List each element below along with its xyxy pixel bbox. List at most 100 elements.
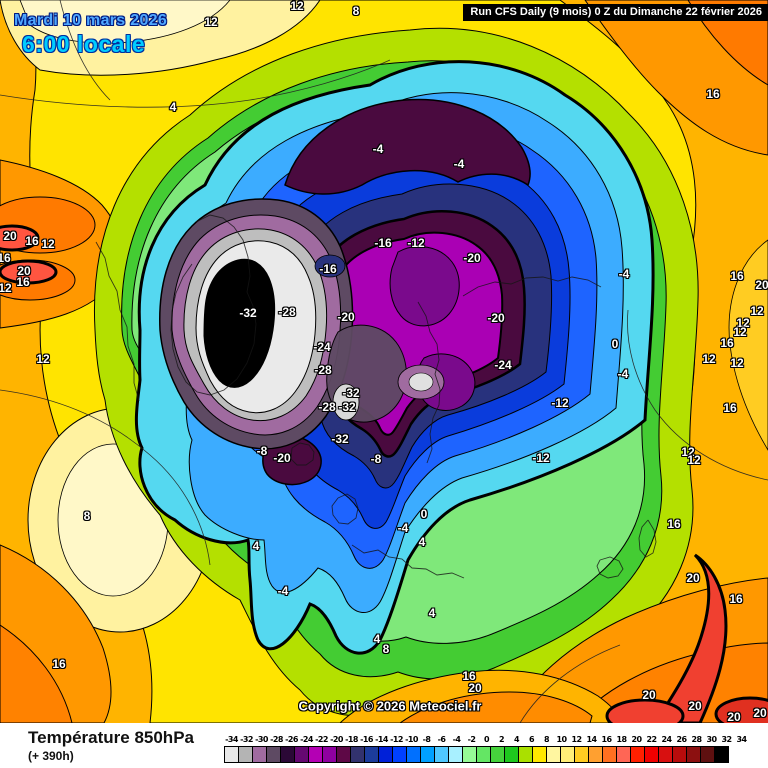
scale-tick: 26: [676, 735, 688, 744]
scale-tick: 22: [646, 735, 658, 744]
scale-tick: -22: [315, 735, 328, 744]
scale-color-box: [224, 746, 239, 763]
temp-label: -4: [277, 584, 289, 598]
scale-tick: -20: [330, 735, 343, 744]
scale-color-box: [378, 746, 393, 763]
scale-tick: -16: [360, 735, 373, 744]
scale-color-box: [420, 746, 435, 763]
scale-tick: -14: [375, 735, 388, 744]
scale-tick: 0: [484, 735, 490, 744]
scale-tick: -12: [390, 735, 403, 744]
scale-tick: 32: [721, 735, 733, 744]
scale-color-box: [448, 746, 463, 763]
temp-label: -20: [463, 251, 481, 265]
temp-label: 12: [733, 325, 747, 339]
scale-tick: -30: [255, 735, 268, 744]
scale-color-box: [714, 746, 729, 763]
scale-color-box: [518, 746, 533, 763]
scale-color-boxes: [224, 746, 765, 763]
temp-label: -32: [342, 386, 360, 400]
map-area: Mardi 10 mars 2026 6:00 locale Run CFS D…: [0, 0, 768, 723]
scale-color-box: [574, 746, 589, 763]
warm-bottom-regions: [0, 544, 768, 723]
temperature-color-scale: -34 -32 -30 -28 -26 -24 -22 -20 -18 -16 -14 -12 -10-…: [224, 735, 765, 763]
temp-label: -4: [397, 521, 409, 535]
scale-tick: -4: [452, 735, 461, 744]
temp-label: -24: [313, 340, 331, 354]
scale-tick: -26: [285, 735, 298, 744]
scale-tick: 6: [529, 735, 535, 744]
temp-label: 12: [730, 356, 744, 370]
scale-tick: 20: [631, 735, 643, 744]
temp-label: 20: [3, 229, 17, 243]
scale-color-box: [560, 746, 575, 763]
scale-color-box: [616, 746, 631, 763]
temp-label: 20: [755, 278, 768, 292]
temp-label: 12: [0, 281, 12, 295]
temp-label: -12: [532, 451, 550, 465]
temp-label: 12: [204, 15, 218, 29]
scale-color-box: [322, 746, 337, 763]
scale-color-box: [504, 746, 519, 763]
temp-label: -28: [318, 400, 336, 414]
scale-color-box: [588, 746, 603, 763]
scale-color-box: [434, 746, 449, 763]
temp-label: 16: [0, 251, 11, 265]
scale-tick: 18: [616, 735, 628, 744]
scale-tick: 12: [571, 735, 583, 744]
scale-color-box: [658, 746, 673, 763]
scale-tick: 8: [544, 735, 550, 744]
temp-label: -12: [551, 396, 569, 410]
scale-tick: 28: [691, 735, 703, 744]
temp-label: 4: [428, 606, 436, 620]
temp-label: 4: [418, 535, 426, 549]
temp-label: 12: [36, 352, 50, 366]
temp-label: -24: [494, 358, 512, 372]
legend-bar: Température 850hPa (+ 390h) -34 -32 -30 -28…: [0, 723, 768, 768]
scale-color-box: [266, 746, 281, 763]
copyright-notice: Copyright © 2026 Meteociel.fr: [298, 698, 482, 714]
temp-label: 16: [462, 669, 476, 683]
temp-label: 20: [642, 688, 656, 702]
forecast-lead-time: (+ 390h): [28, 749, 74, 763]
temp-label: -8: [370, 452, 382, 466]
temp-label: 16: [25, 234, 39, 248]
scale-tick: -8: [422, 735, 431, 744]
scale-color-box: [532, 746, 547, 763]
temp-label: 12: [750, 304, 764, 318]
scale-color-box: [406, 746, 421, 763]
temp-label: 4: [252, 539, 260, 553]
temp-label: -20: [487, 311, 505, 325]
temp-label: 16: [730, 269, 744, 283]
scale-color-box: [644, 746, 659, 763]
temp-label: 12: [681, 445, 695, 459]
temp-label: -16: [374, 236, 392, 250]
temp-label: 4: [373, 632, 381, 646]
temperature-map-canvas: [0, 0, 768, 723]
scale-tick: 10: [556, 735, 568, 744]
temp-label: -32: [338, 400, 356, 414]
scale-tick: -32: [240, 735, 253, 744]
scale-color-box: [392, 746, 407, 763]
temp-label: 20: [468, 681, 482, 695]
scale-color-box: [490, 746, 505, 763]
temp-label: 12: [41, 237, 55, 251]
scale-color-box: [238, 746, 253, 763]
scale-tick: -2: [467, 735, 476, 744]
temp-label: 16: [729, 592, 743, 606]
scale-tick: 34: [736, 735, 748, 744]
scale-color-box: [630, 746, 645, 763]
scale-color-box: [700, 746, 715, 763]
temp-label: -4: [617, 367, 629, 381]
scale-color-box: [462, 746, 477, 763]
temp-label: 0: [420, 507, 428, 521]
map-title: Température 850hPa: [28, 728, 194, 747]
temp-label: 16: [720, 336, 734, 350]
temp-label: 16: [706, 87, 720, 101]
temp-label: 12: [687, 453, 701, 467]
temp-label: 20: [727, 710, 741, 723]
temp-label: 16: [52, 657, 66, 671]
temp-label: -16: [319, 262, 337, 276]
scale-color-box: [364, 746, 379, 763]
